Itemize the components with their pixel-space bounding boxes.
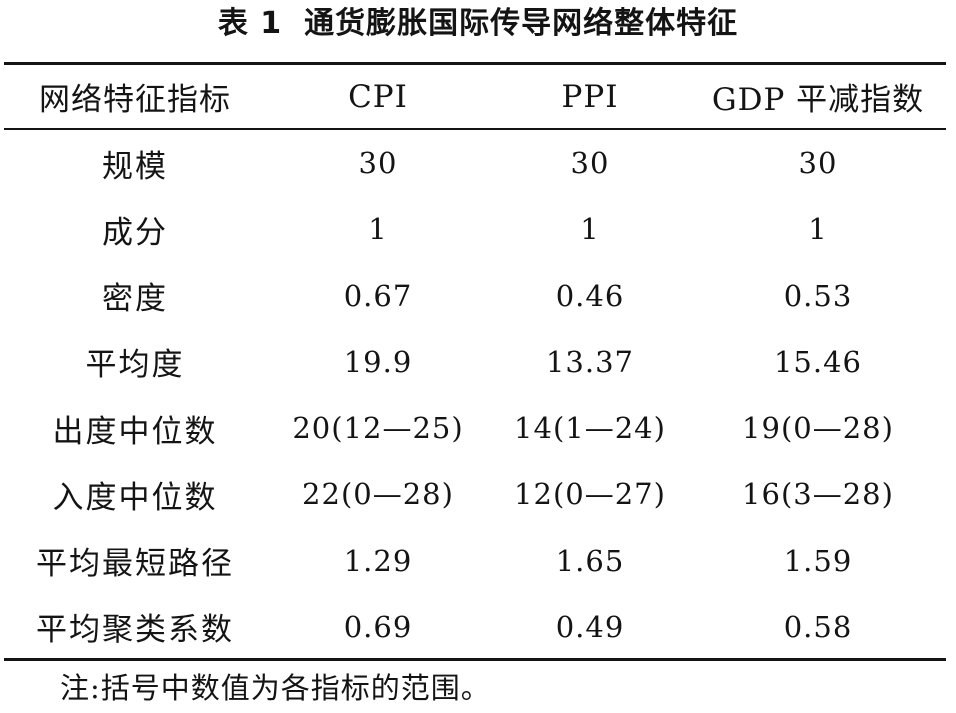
row-label: 平均聚类系数 [36,612,234,649]
table-row: 规模 30 30 30 [4,129,946,196]
header-metric: 网络特征指标 [4,65,266,130]
table-note: 注:括号中数值为各指标的范围。 [60,671,491,705]
row-label: 入度中位数 [52,479,218,516]
row-label: 密度 [102,281,168,318]
cell-ppi: 14(1—24) [514,411,666,446]
table-row: 入度中位数 22(0—28) 12(0—27) 16(3—28) [4,461,946,527]
cell-gdp-deflator: 15.46 [773,344,863,379]
table-row: 平均聚类系数 0.69 0.49 0.58 [4,594,946,660]
table-title: 表 1 通货膨胀国际传导网络整体特征 [0,0,956,48]
table-number: 表 1 [217,6,283,41]
cell-gdp-deflator: 1.59 [783,543,853,578]
cell-gdp-deflator: 0.58 [783,609,853,644]
network-features-table: 网络特征指标 CPI PPI GDP 平减指数 规模 30 30 30 成分 1… [4,65,946,660]
bottom-rule [4,658,946,661]
table-row: 成分 1 1 1 [4,196,946,262]
row-label: 出度中位数 [52,413,218,450]
row-label: 平均度 [85,347,185,384]
cell-cpi: 1 [368,212,388,247]
header-gdp-deflator: GDP 平减指数 [690,65,946,130]
cell-gdp-deflator: 16(3—28) [742,477,894,512]
cell-cpi: 22(0—28) [302,477,454,512]
header-row: 网络特征指标 CPI PPI GDP 平减指数 [4,65,946,130]
cell-gdp-deflator: 19(0—28) [742,411,894,446]
cell-ppi: 12(0—27) [514,477,666,512]
cell-ppi: 13.37 [545,344,635,379]
row-label: 成分 [102,214,168,251]
table-row: 密度 0.67 0.46 0.53 [4,263,946,329]
top-rule [4,62,946,65]
cell-ppi: 0.46 [555,278,625,313]
row-label: 平均最短路径 [36,546,234,583]
table-row: 平均度 19.9 13.37 15.46 [4,329,946,395]
cell-ppi: 30 [570,146,610,181]
cell-cpi: 20(12—25) [292,411,464,446]
cell-gdp-deflator: 30 [798,146,838,181]
cell-ppi: 0.49 [555,609,625,644]
cell-ppi: 1 [580,212,600,247]
cell-cpi: 0.67 [343,278,413,313]
row-label: 规模 [102,148,168,185]
cell-cpi: 1.29 [343,543,413,578]
table-row: 出度中位数 20(12—25) 14(1—24) 19(0—28) [4,395,946,461]
table-row: 平均最短路径 1.29 1.65 1.59 [4,528,946,594]
header-cpi: CPI [266,65,490,130]
header-ppi: PPI [490,65,690,130]
cell-gdp-deflator: 1 [808,212,828,247]
cell-cpi: 19.9 [343,344,413,379]
cell-cpi: 0.69 [343,609,413,644]
cell-gdp-deflator: 0.53 [783,278,853,313]
table-title-text: 通货膨胀国际传导网络整体特征 [304,6,739,41]
cell-cpi: 30 [358,146,398,181]
cell-ppi: 1.65 [555,543,625,578]
